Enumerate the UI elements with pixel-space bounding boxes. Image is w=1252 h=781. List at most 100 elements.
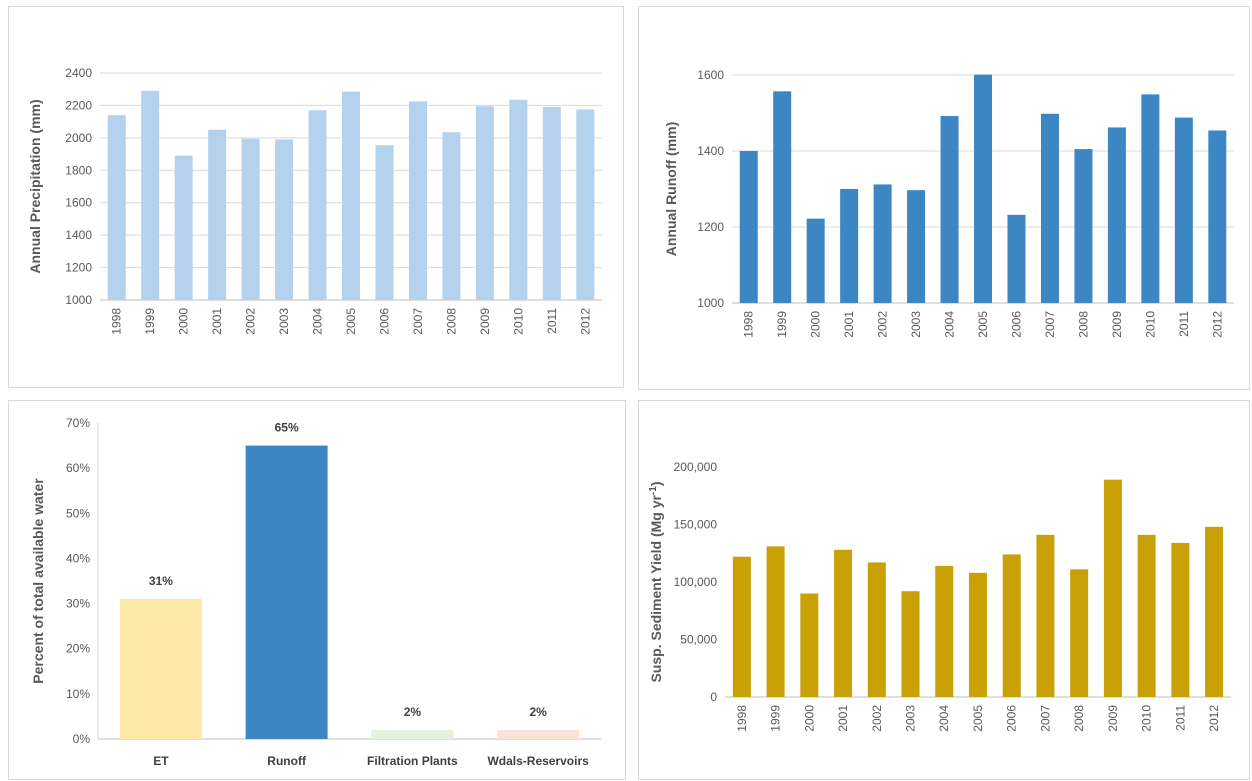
bar-1998: [107, 115, 126, 301]
x-tick-label: 2003: [904, 705, 918, 732]
data-label: 2%: [529, 705, 547, 719]
bar-2002: [867, 562, 886, 697]
y-tick-label: 1200: [65, 261, 92, 275]
bar-1999: [141, 90, 160, 300]
x-tick-label: 1998: [742, 311, 756, 338]
x-tick-label: Filtration Plants: [367, 754, 458, 768]
x-tick-label: 2009: [478, 308, 492, 335]
bar-et: [119, 599, 202, 739]
bar-2003: [901, 591, 920, 697]
x-tick-label: 2012: [578, 308, 592, 335]
runoff-chart: 1000 1200 1400 1600 1998 1999 2000 2001 2002 2003…: [663, 68, 1234, 338]
bar-2004: [308, 110, 327, 301]
x-tick-label: 2000: [177, 308, 191, 335]
x-tick-label: 1999: [143, 308, 157, 335]
bar-2000: [174, 155, 193, 300]
y-axis-title: Susp. Sediment Yield (Mg yr-1): [648, 481, 664, 682]
y-tick-label: 100,000: [674, 575, 718, 589]
bar-2006: [1007, 214, 1026, 303]
sediment-chart-panel: 0 50,000 100,000 150,000 200,000 1998 1999 2000…: [638, 400, 1250, 780]
bar-runoff: [245, 445, 328, 739]
y-tick-label: 1200: [697, 220, 724, 234]
x-tick-label: 2001: [210, 308, 224, 335]
x-tick-label: 2010: [1140, 705, 1154, 732]
bar-2000: [800, 593, 819, 697]
x-tick-label: 2007: [1038, 705, 1052, 732]
data-label: 2%: [404, 705, 422, 719]
x-tick-label: 2000: [809, 311, 823, 338]
y-tick-label: 1000: [65, 293, 92, 307]
x-tick-label: 2005: [976, 311, 990, 338]
bar-2008: [442, 132, 461, 300]
y-axis-title: Annual Precipitation (mm): [27, 99, 43, 273]
y-tick-label: 1400: [65, 228, 92, 242]
bar-2011: [542, 107, 561, 300]
y-tick-label: 60%: [66, 461, 90, 475]
y-tick-label: 50%: [66, 506, 90, 520]
y-tick-label: 1400: [697, 144, 724, 158]
x-tick-label: 2006: [377, 308, 391, 335]
bar-2001: [840, 189, 859, 303]
x-tick-label: 2012: [1210, 311, 1224, 338]
bar-2000: [806, 218, 825, 303]
y-tick-label: 200,000: [674, 460, 718, 474]
x-tick-label: 1998: [110, 308, 124, 335]
x-tick-label: 1998: [735, 705, 749, 732]
x-tick-label: 2003: [277, 308, 291, 335]
x-tick-label: 2009: [1106, 705, 1120, 732]
x-tick-label: 1999: [769, 705, 783, 732]
x-tick-label: 2011: [1177, 311, 1191, 337]
bar-2006: [1002, 554, 1021, 697]
bar-2010: [1141, 94, 1160, 303]
y-tick-label: 150,000: [674, 518, 718, 532]
x-tick-label: 2008: [1076, 311, 1090, 338]
bar-filtration-plants: [371, 729, 454, 739]
x-tick-label: 2011: [545, 308, 559, 334]
precipitation-chart: 1000 1200 1400 1600 1800 2000 2200 2400 1998 1999…: [27, 66, 602, 335]
x-tick-label: 2004: [311, 308, 325, 335]
bar-wdals-reservoirs: [497, 729, 580, 739]
bar-2009: [1103, 479, 1122, 697]
x-tick-label: 2005: [971, 705, 985, 732]
bar-2012: [576, 109, 595, 300]
bar-2010: [509, 99, 528, 300]
bar-2001: [208, 129, 227, 300]
bar-2007: [1036, 534, 1055, 697]
x-tick-label: 2008: [1072, 705, 1086, 732]
bar-2008: [1070, 569, 1089, 697]
sediment-chart: 0 50,000 100,000 150,000 200,000 1998 1999 2000…: [648, 460, 1231, 732]
bar-2009: [475, 106, 494, 300]
bar-1998: [739, 151, 758, 303]
bar-2007: [1040, 113, 1059, 303]
x-tick-label: 2002: [244, 308, 258, 335]
x-tick-label: 2002: [870, 705, 884, 732]
y-tick-label: 20%: [66, 642, 90, 656]
bar-2006: [375, 145, 394, 300]
bar-1998: [732, 556, 751, 697]
y-tick-label: 2400: [65, 66, 92, 80]
x-tick-label: 2006: [1005, 705, 1019, 732]
x-tick-label: 2003: [909, 311, 923, 338]
x-tick-label: Runoff: [267, 754, 307, 768]
bar-2012: [1208, 130, 1227, 303]
bar-2001: [834, 549, 853, 697]
x-tick-label: 2002: [876, 311, 890, 338]
bar-2003: [907, 190, 926, 303]
bar-2007: [408, 101, 427, 300]
bar-2008: [1074, 149, 1093, 303]
x-tick-label: 2007: [1043, 311, 1057, 338]
x-tick-label: ET: [153, 754, 169, 768]
y-tick-label: 0%: [73, 732, 91, 746]
x-tick-label: 2008: [444, 308, 458, 335]
bar-2004: [935, 565, 954, 697]
x-tick-label: 2001: [842, 311, 856, 338]
y-tick-label: 2200: [65, 98, 92, 112]
bar-2002: [873, 184, 892, 303]
bar-2012: [1205, 526, 1224, 697]
y-axis-title: Annual Runoff (mm): [663, 122, 679, 257]
y-tick-label: 10%: [66, 687, 90, 701]
y-tick-label: 70%: [66, 416, 90, 430]
water-share-chart: 0% 10% 20% 30% 40% 50% 60% 70% ET 31% Runoff 65% Fil…: [30, 416, 601, 768]
bar-2011: [1174, 117, 1193, 303]
y-tick-label: 1600: [65, 196, 92, 210]
